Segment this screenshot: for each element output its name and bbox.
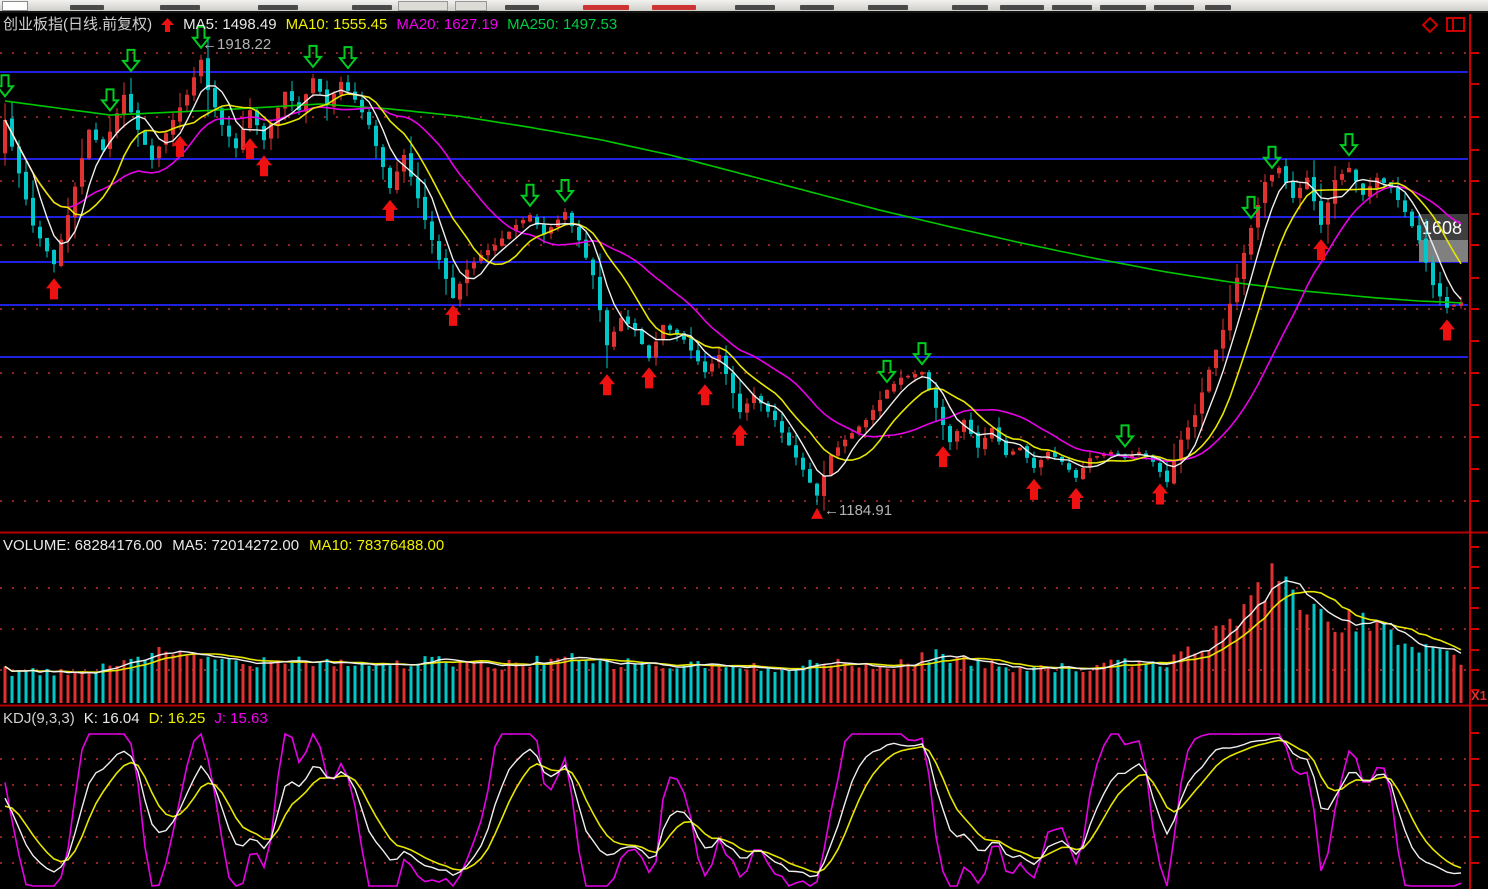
buy-signal-arrow xyxy=(382,199,398,221)
menu-item-stub[interactable] xyxy=(735,5,775,10)
sell-signal-arrow xyxy=(519,183,541,208)
menu-item-stub[interactable] xyxy=(352,5,392,10)
low-price-annotation: ←1184.91 xyxy=(824,502,893,519)
menu-item-stub[interactable] xyxy=(1000,5,1044,10)
sell-signal-arrow xyxy=(120,48,142,73)
menu-item-stub[interactable] xyxy=(1154,5,1194,10)
buy-signal-arrow xyxy=(256,155,272,177)
buy-signal-arrow xyxy=(935,446,951,468)
menu-item-stub[interactable] xyxy=(1205,5,1231,10)
menu-item-stub-red[interactable] xyxy=(652,5,696,10)
diamond-icon[interactable] xyxy=(1421,17,1439,33)
sell-signal-arrow xyxy=(911,342,933,366)
menu-item-stub-red[interactable] xyxy=(583,5,629,10)
sell-signal-arrow xyxy=(0,74,16,98)
last-price-label: 1608 xyxy=(1422,218,1462,238)
buy-signal-arrow xyxy=(46,278,62,300)
main-chart-header: 创业板指(日线.前复权) MA5: 1498.49 MA10: 1555.45 … xyxy=(3,16,617,33)
buy-signal-arrow xyxy=(1026,478,1042,500)
kdj-header: KDJ(9,3,3) K: 16.04 D: 16.25 J: 15.63 xyxy=(3,710,268,727)
kdj-j-value: J: 15.63 xyxy=(214,710,268,727)
corner-icons xyxy=(1421,17,1466,33)
sell-signal-arrow xyxy=(1261,145,1283,170)
menu-item-stub[interactable] xyxy=(868,5,908,10)
menu-item-stub[interactable] xyxy=(505,5,539,10)
volume-ma5-value: MA5: 72014272.00 xyxy=(172,537,300,554)
sell-signal-arrow xyxy=(190,25,212,50)
ma10-value: MA10: 1555.45 xyxy=(285,16,388,33)
sell-signal-arrow xyxy=(337,46,359,70)
buy-signal-arrow xyxy=(172,135,188,157)
instrument-title: 创业板指(日线.前复权) xyxy=(3,16,153,33)
sell-signal-arrow xyxy=(1338,133,1360,157)
ma20-value: MA20: 1627.19 xyxy=(396,16,499,33)
ma250-value: MA250: 1497.53 xyxy=(507,16,618,33)
red-up-arrow-icon xyxy=(161,17,175,32)
buy-signal-arrow xyxy=(697,384,713,406)
menu-item-stub[interactable] xyxy=(1100,5,1146,10)
menu-bar[interactable] xyxy=(0,0,1488,13)
menu-item-stub[interactable] xyxy=(952,5,988,10)
sell-signal-arrow xyxy=(99,88,121,113)
sell-signal-arrow xyxy=(302,44,324,69)
buy-signal-arrow xyxy=(732,424,748,446)
volume-header: VOLUME: 68284176.00 MA5: 72014272.00 MA1… xyxy=(3,537,444,554)
menu-item-stub[interactable] xyxy=(800,5,834,10)
kdj-label: KDJ(9,3,3) xyxy=(3,710,75,727)
toolbar-button-stub[interactable] xyxy=(398,1,448,11)
menu-item-stub[interactable] xyxy=(258,5,298,10)
menu-logo-box xyxy=(2,1,28,11)
buy-signal-arrow xyxy=(641,367,657,389)
toolbar-button-stub[interactable] xyxy=(455,1,487,11)
split-window-icon[interactable] xyxy=(1446,17,1466,33)
menu-item-stub[interactable] xyxy=(70,5,104,10)
sell-signal-arrow xyxy=(876,359,898,384)
kdj-k-value: K: 16.04 xyxy=(83,710,140,727)
volume-ma10-value: MA10: 78376488.00 xyxy=(309,537,445,554)
volume-value: VOLUME: 68284176.00 xyxy=(3,537,163,554)
ma5-value: MA5: 1498.49 xyxy=(183,16,277,33)
menu-item-stub[interactable] xyxy=(1052,5,1092,10)
buy-signal-arrow xyxy=(1068,488,1084,510)
sell-signal-arrow xyxy=(1240,195,1262,220)
buy-signal-arrow xyxy=(599,374,615,396)
kdj-d-value: D: 16.25 xyxy=(148,710,206,727)
buy-signal-arrow xyxy=(1439,319,1455,341)
buy-signal-arrow xyxy=(1313,239,1329,261)
buy-signal-arrow xyxy=(445,304,461,326)
sell-signal-arrow xyxy=(554,178,576,203)
buy-signal-arrow xyxy=(1152,483,1168,505)
buy-signal-arrow xyxy=(242,138,258,160)
volume-scale-label: X1 xyxy=(1471,688,1487,703)
high-price-annotation: ←1918.22 xyxy=(202,36,272,53)
sell-signal-arrow xyxy=(1114,424,1136,449)
menu-item-stub[interactable] xyxy=(160,5,200,10)
